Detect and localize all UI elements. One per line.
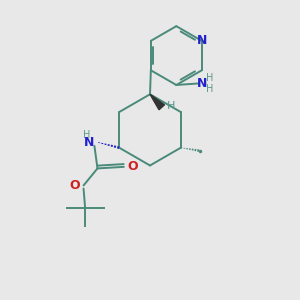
Polygon shape: [150, 94, 164, 110]
Text: O: O: [128, 160, 138, 173]
Text: N: N: [84, 136, 94, 148]
Text: O: O: [69, 179, 80, 192]
Text: N: N: [197, 77, 208, 90]
Text: H: H: [167, 101, 176, 111]
Text: H: H: [206, 84, 214, 94]
Text: H: H: [206, 73, 214, 83]
Text: N: N: [196, 34, 207, 47]
Text: H: H: [83, 130, 90, 140]
